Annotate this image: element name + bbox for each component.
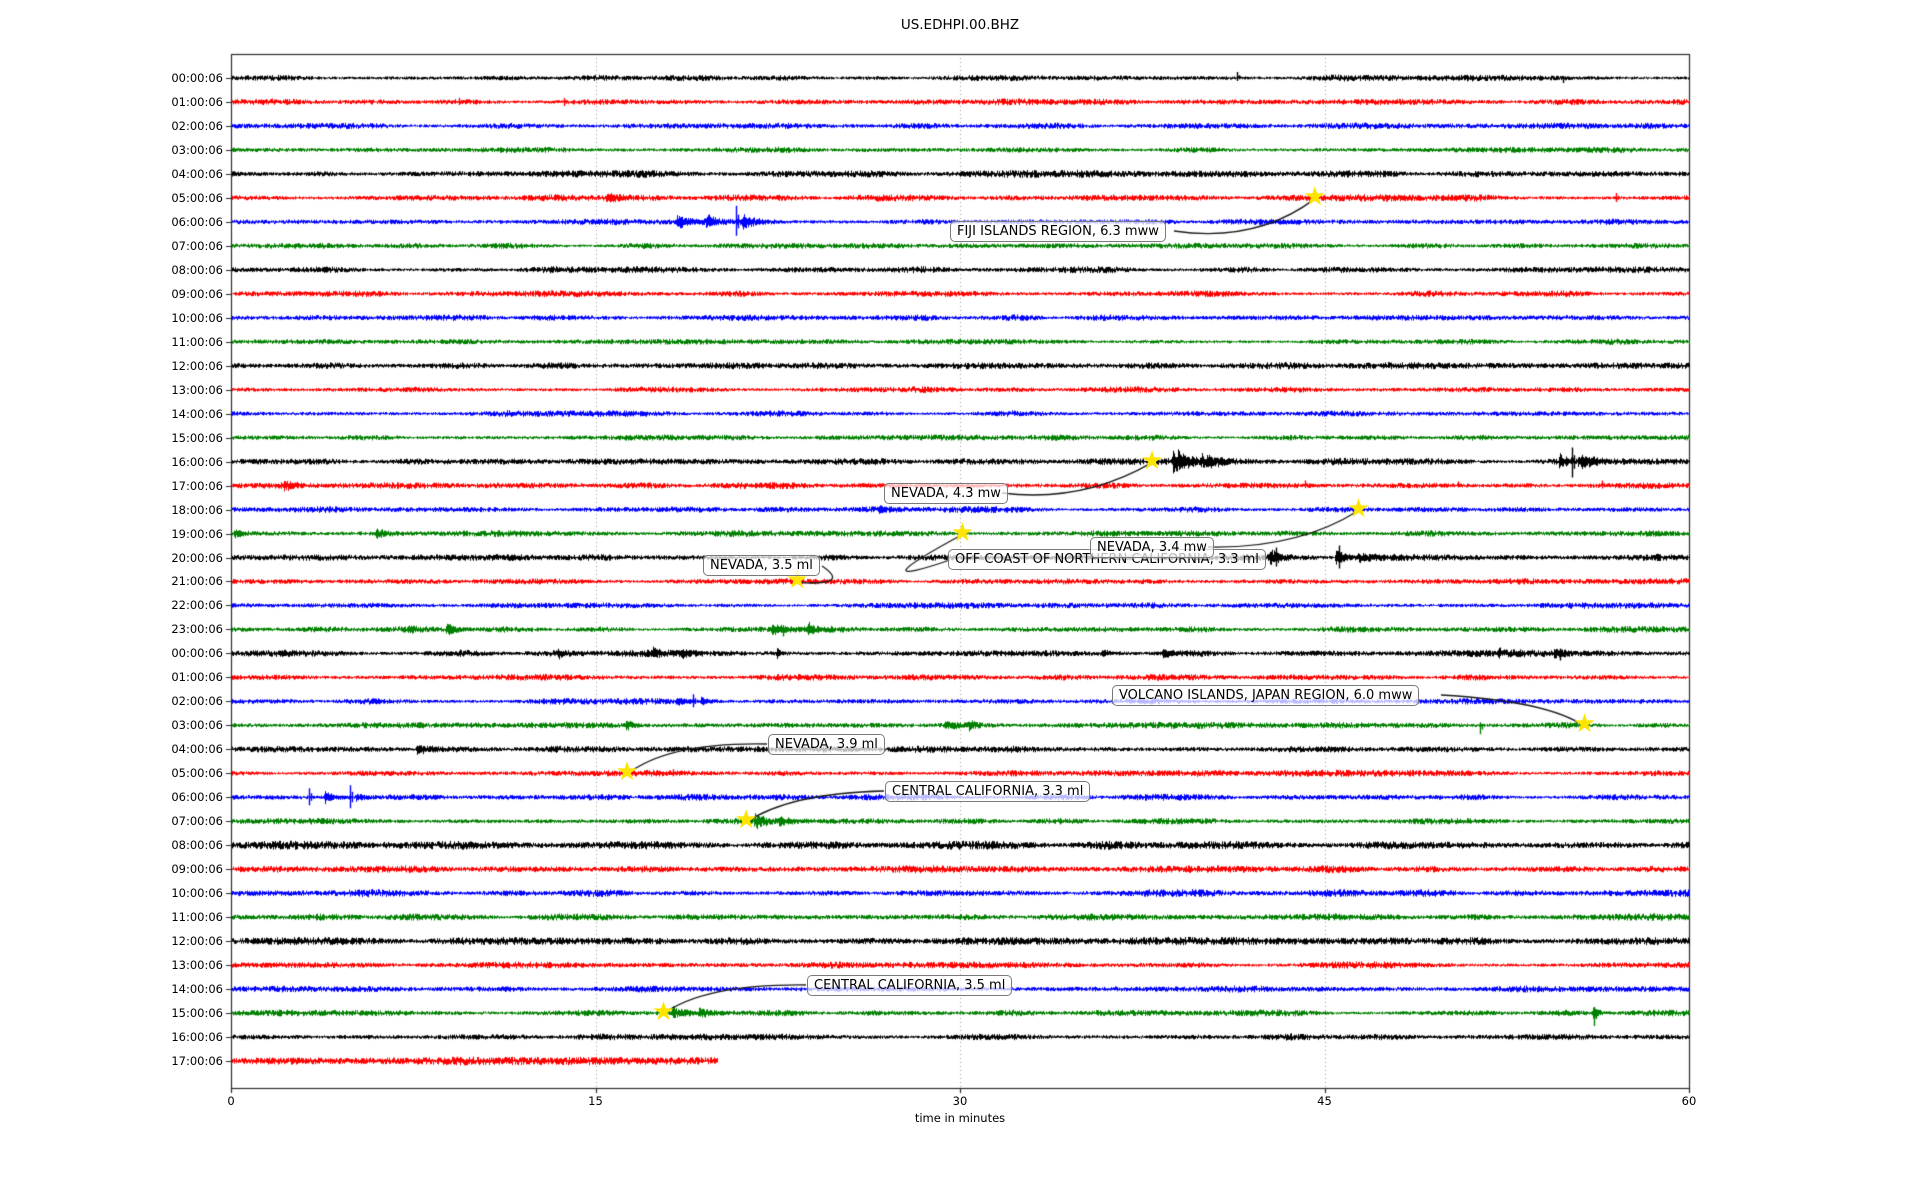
row-time-label: 13:00:06 (171, 958, 223, 973)
x-axis-title: time in minutes (914, 1111, 1006, 1125)
row-time-label: 19:00:06 (171, 526, 223, 541)
row-time-label: 07:00:06 (171, 814, 223, 829)
event-label: CENTRAL CALIFORNIA, 3.5 ml (807, 975, 1013, 996)
row-time-label: 21:00:06 (171, 574, 223, 589)
row-time-label: 00:00:06 (171, 646, 223, 661)
row-time-label: 05:00:06 (171, 766, 223, 781)
row-time-label: 09:00:06 (171, 862, 223, 877)
row-time-label: 12:00:06 (171, 934, 223, 949)
figure-title: US.EDHPI.00.BHZ (900, 17, 1020, 33)
event-star-icon: ★ (615, 757, 639, 788)
event-star-icon: ★ (950, 517, 975, 548)
event-star-icon: ★ (1572, 709, 1597, 740)
row-time-label: 15:00:06 (171, 1006, 223, 1021)
row-time-label: 11:00:06 (171, 334, 223, 349)
row-time-label: 01:00:06 (171, 670, 223, 685)
row-time-label: 03:00:06 (171, 718, 223, 733)
row-time-label: 05:00:06 (171, 190, 223, 205)
row-time-label: 14:00:06 (171, 982, 223, 997)
row-time-label: 17:00:06 (171, 478, 223, 493)
row-time-label: 16:00:06 (171, 1030, 223, 1044)
row-time-label: 10:00:06 (171, 886, 223, 901)
event-star-icon: ★ (1303, 181, 1327, 212)
event-label: VOLCANO ISLANDS, JAPAN REGION, 6.0 mww (1112, 685, 1420, 706)
row-time-label: 01:00:06 (171, 94, 223, 109)
row-time-label: 03:00:06 (171, 142, 223, 157)
row-time-label: 09:00:06 (171, 286, 223, 301)
event-label: FIJI ISLANDS REGION, 6.3 mww (950, 221, 1166, 242)
row-time-label: 00:00:06 (171, 71, 223, 85)
row-time-label: 16:00:06 (171, 454, 223, 469)
row-time-label: 06:00:06 (171, 214, 223, 229)
row-time-label: 23:00:06 (171, 622, 223, 637)
event-label: NEVADA, 3.9 ml (768, 734, 885, 755)
x-tick-label: 0 (227, 1094, 235, 1108)
event-star-icon: ★ (1346, 493, 1371, 524)
row-time-label: 04:00:06 (171, 166, 223, 181)
row-time-label: 18:00:06 (171, 502, 223, 517)
x-tick-label: 15 (588, 1094, 603, 1108)
row-time-label: 07:00:06 (171, 238, 223, 253)
row-time-label: 06:00:06 (171, 790, 223, 805)
row-time-label: 14:00:06 (171, 406, 223, 421)
x-tick-label: 45 (1317, 1094, 1332, 1108)
row-time-label: 10:00:06 (171, 310, 223, 325)
row-time-label: 12:00:06 (171, 358, 223, 373)
event-star-icon: ★ (734, 805, 758, 836)
row-time-label: 04:00:06 (171, 742, 223, 757)
row-time-label: 20:00:06 (171, 550, 223, 565)
row-time-label: 08:00:06 (171, 838, 223, 853)
x-tick-label: 30 (952, 1094, 968, 1108)
row-time-label: 22:00:06 (171, 598, 223, 613)
event-label: NEVADA, 3.5 ml (703, 555, 820, 576)
row-time-label: 02:00:06 (171, 118, 223, 133)
event-star-icon: ★ (651, 996, 676, 1027)
row-time-label: 17:00:06 (171, 1053, 223, 1068)
event-label: CENTRAL CALIFORNIA, 3.3 ml (885, 781, 1091, 802)
row-time-label: 13:00:06 (171, 382, 223, 397)
event-star-icon: ★ (1140, 445, 1164, 476)
row-time-label: 15:00:06 (171, 430, 223, 445)
row-time-label: 02:00:06 (171, 694, 223, 709)
event-label: NEVADA, 3.4 mw (1090, 537, 1214, 558)
row-time-label: 08:00:06 (171, 262, 223, 277)
x-tick-label: 60 (1681, 1094, 1697, 1108)
event-label: NEVADA, 4.3 mw (884, 483, 1008, 504)
row-time-label: 11:00:06 (171, 910, 223, 925)
